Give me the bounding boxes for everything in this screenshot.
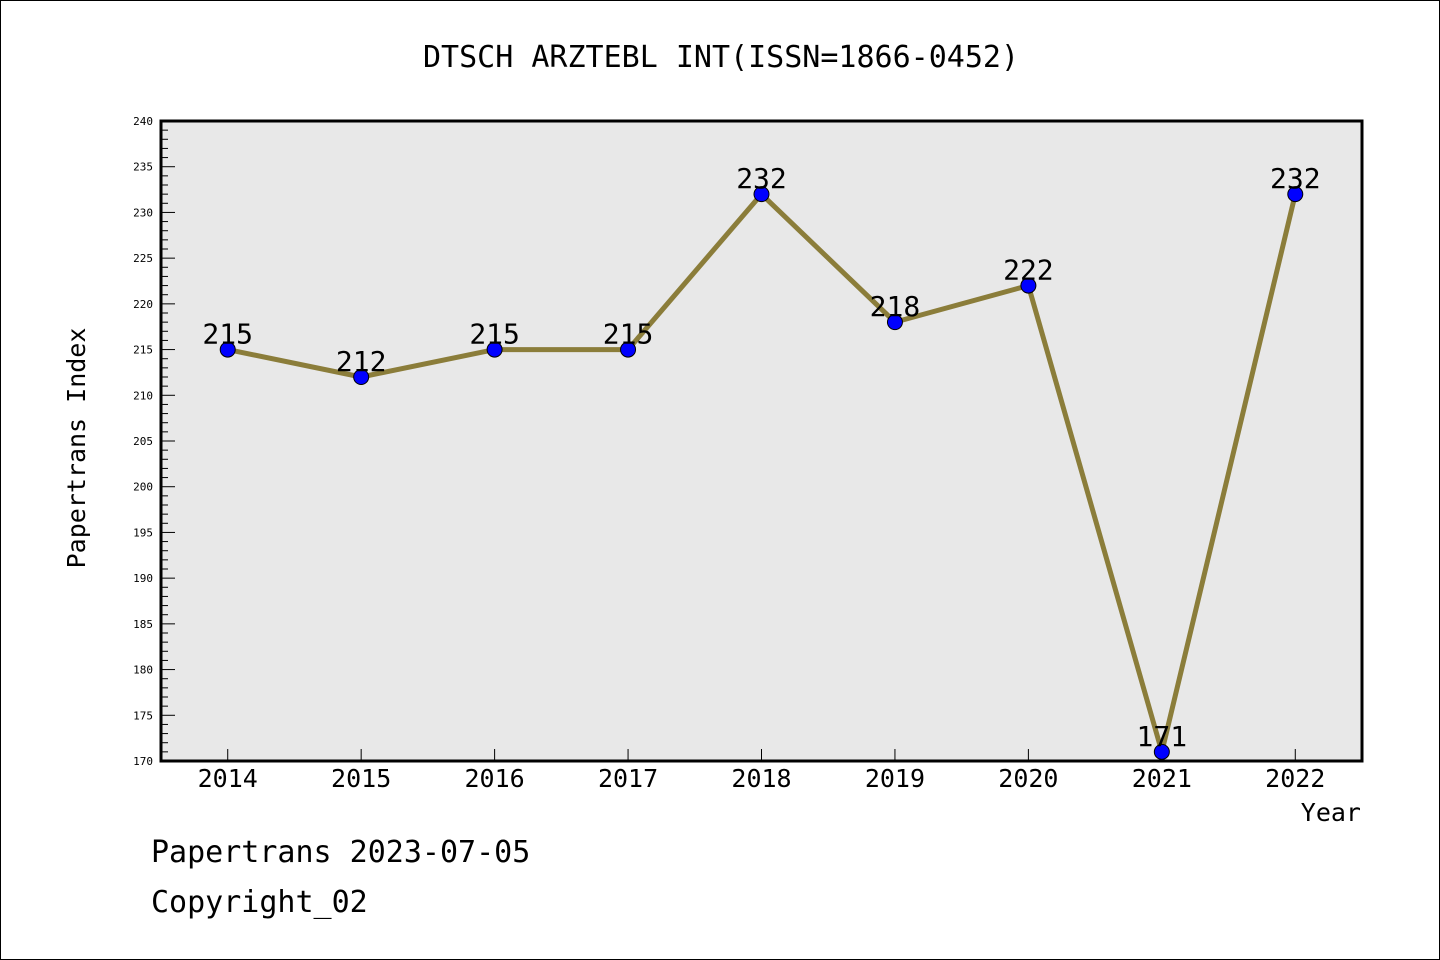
- data-point: [1153, 743, 1170, 760]
- y-axis: 170 175 180 185 190 195 200 205 210 215 220 225 230 2…: [133, 115, 175, 768]
- y-tick-label: 200: [133, 481, 153, 494]
- y-tick-label: 210: [133, 389, 153, 402]
- y-tick-label: 220: [133, 298, 153, 311]
- y-tick-label: 230: [133, 206, 153, 219]
- data-point: [1020, 277, 1037, 294]
- y-tick-label: 225: [133, 252, 153, 265]
- y-tick-label: 205: [133, 435, 153, 448]
- series-group: 215 212 215 215 232 218 222 171 232: [202, 162, 1321, 760]
- data-point: [886, 314, 903, 331]
- copyright-note: Copyright_02: [151, 885, 368, 920]
- x-tick-label: 2022: [1265, 764, 1325, 793]
- plot-area: [159, 119, 1364, 763]
- y-tick-label: 185: [133, 618, 153, 631]
- y-tick-label: 195: [133, 526, 153, 539]
- data-point: [486, 341, 503, 358]
- y-tick-label: 170: [133, 755, 153, 768]
- y-tick-label: 180: [133, 664, 153, 677]
- data-label: 215: [202, 318, 253, 351]
- x-tick-label: 2015: [331, 764, 391, 793]
- data-label: 232: [1270, 162, 1321, 195]
- x-tick-label: 2018: [731, 764, 791, 793]
- data-point: [1287, 186, 1304, 203]
- y-tick-label: 235: [133, 161, 153, 174]
- date-stamp: Papertrans 2023-07-05: [151, 835, 531, 870]
- data-label: 215: [469, 318, 520, 351]
- y-axis-label: Papertrans Index: [62, 328, 91, 569]
- x-tick-label: 2016: [465, 764, 525, 793]
- x-tick-label: 2020: [998, 764, 1058, 793]
- data-label: 212: [336, 345, 387, 378]
- data-label: 218: [870, 290, 921, 323]
- data-point: [753, 186, 770, 203]
- data-label: 232: [736, 162, 787, 195]
- data-label: 222: [1003, 254, 1054, 287]
- x-tick-label: 2019: [865, 764, 925, 793]
- y-tick-label: 190: [133, 572, 153, 585]
- chart-title: DTSCH ARZTEBL INT(ISSN=1866-0452): [423, 40, 1019, 75]
- x-axis-label: Year: [1301, 798, 1361, 827]
- y-tick-label: 175: [133, 709, 153, 722]
- x-tick-label: 2014: [198, 764, 258, 793]
- x-axis: 2014 2015 2016 2017 2018 2019 2020 2021 2022: [198, 749, 1325, 793]
- data-label: 215: [603, 318, 654, 351]
- y-tick-label: 240: [133, 115, 153, 128]
- data-label: 171: [1137, 720, 1188, 753]
- data-point: [219, 341, 236, 358]
- x-tick-label: 2021: [1132, 764, 1192, 793]
- data-point: [620, 341, 637, 358]
- x-tick-label: 2017: [598, 764, 658, 793]
- y-tick-label: 215: [133, 344, 153, 357]
- data-point: [353, 369, 370, 385]
